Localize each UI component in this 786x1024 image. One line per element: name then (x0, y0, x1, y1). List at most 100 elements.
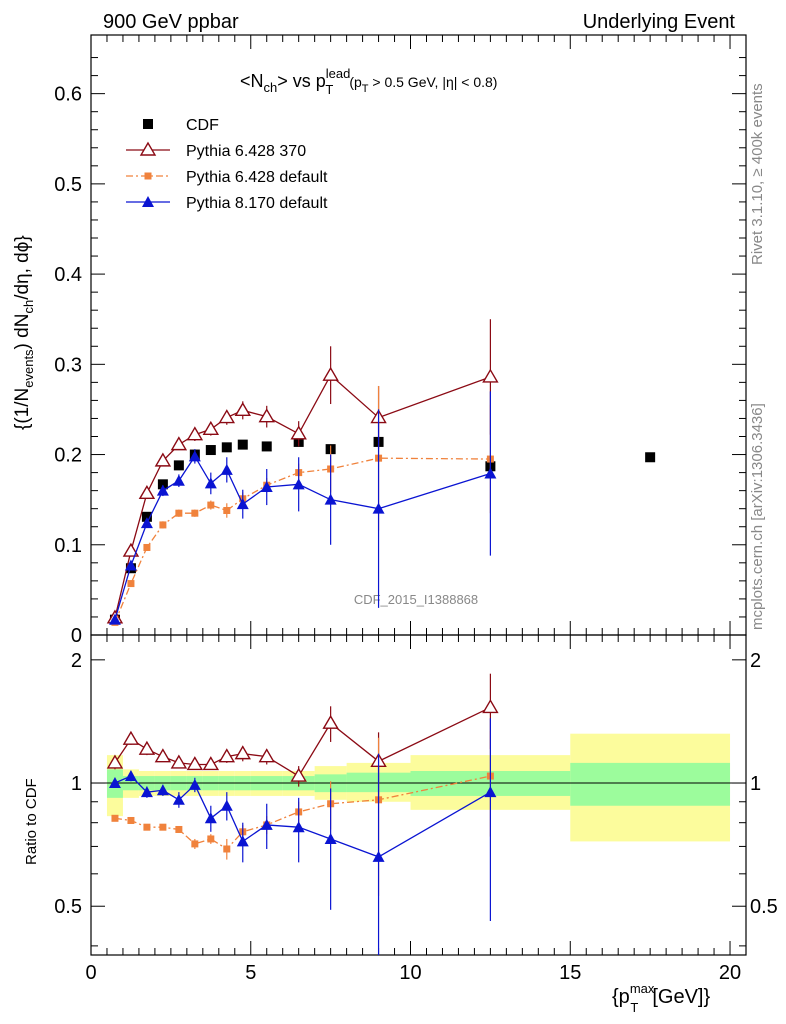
svg-text:{(1/Nevents) dNch/dη, dϕ}: {(1/Nevents) dNch/dη, dϕ} (12, 235, 36, 430)
cdf-point (157, 479, 168, 490)
ratio-pythia-6-428-370-point (186, 756, 204, 771)
ratio-ylabel: Ratio to CDF (23, 778, 40, 865)
pythia-8-170-default-point (220, 463, 233, 475)
pythia-8-170-default-line (114, 455, 491, 620)
main-ylabel: {(1/Nevents) dNch/dη, dϕ} (12, 235, 36, 430)
ratio-pythia-8-170-default-point (220, 799, 233, 811)
ratio-pythia-6-428-default-point (207, 835, 215, 843)
ratio-pythia-6-428-370-point (482, 699, 499, 714)
rivet-label: Rivet 3.1.10, ≥ 400k events (749, 83, 766, 265)
x-tick-label: 15 (559, 962, 581, 984)
header-left: 900 GeV ppbar (103, 11, 239, 33)
pythia-6-428-370-point (218, 409, 236, 424)
ratio-pythia-6-428-default-point (223, 845, 231, 853)
ratio-pythia-6-428-default-point (159, 823, 167, 831)
ratio-ytick-label-left: 2 (71, 650, 82, 672)
legend-marker-pythia-6-428-370 (139, 141, 157, 156)
pythia-6-428-370-point (138, 484, 156, 500)
cdf-point (205, 445, 216, 456)
pythia-8-170-default-point (172, 474, 185, 486)
ratio-pythia-6-428-370-point (322, 714, 339, 729)
ratio-pythia-6-428-default-point (143, 823, 151, 831)
ratio-pythia-8-170-default-point (108, 777, 121, 789)
pythia-6-428-370-point (186, 426, 204, 441)
pythia-6-428-370-point (170, 436, 188, 451)
ratio-pythia-6-428-default-point (111, 814, 119, 822)
main-ytick-label: 0.4 (54, 264, 82, 286)
ratio-pythia-8-170-default-point (260, 818, 273, 830)
pythia-6-428-370-point (258, 408, 275, 423)
ratio-pythia-8-170-default-point (484, 786, 497, 798)
legend-marker-cdf (143, 119, 153, 129)
pythia-8-170-default-point (140, 517, 153, 529)
pythia-8-170-default-point (324, 493, 337, 505)
x-axis-label: {pmax T [GeV]} (612, 981, 710, 1015)
ratio-pythia-8-170-default-point (124, 770, 137, 782)
pythia-6-428-370-point (234, 401, 251, 417)
pythia-6-428-370-point (202, 420, 220, 435)
pythia-6-428-default-point (223, 506, 231, 514)
main-ytick-label: 0.5 (54, 174, 82, 196)
pythia-8-170-default-point (188, 450, 201, 462)
ratio-pythia-8-170-default-point (292, 821, 305, 833)
cdf-point (173, 460, 184, 471)
cdf-point (645, 452, 656, 463)
pythia-8-170-default-point (292, 478, 305, 490)
ratio-pythia-8-170-default-point (324, 832, 337, 844)
legend-label-pythia-6-428-370: Pythia 6.428 370 (186, 143, 306, 160)
pythia-6-428-default-line (114, 457, 491, 623)
cdf-point (237, 439, 248, 450)
ratio-pythia-6-428-370-point (122, 730, 140, 745)
x-tick-label: 20 (719, 962, 741, 984)
ratio-pythia-6-428-370-point (290, 767, 307, 782)
pythia-6-428-default-point (175, 509, 183, 517)
pythia-6-428-default-point (207, 501, 215, 509)
main-title: <Nch> vs plead T (pT > 0.5 GeV, |η| < 0.8) (240, 66, 497, 97)
main-ytick-label: 0.1 (54, 535, 82, 557)
pythia-8-170-default-point (236, 498, 249, 510)
analysis-id: CDF_2015_I1388868 (354, 592, 478, 607)
ratio-ytick-label-left: 1 (71, 773, 82, 795)
pythia-6-428-370-point (122, 542, 140, 557)
ratio-pythia-6-428-370-point (170, 754, 188, 769)
x-tick-label: 0 (85, 962, 96, 984)
ratio-pythia-6-428-370-point (106, 754, 124, 769)
main-ytick-label: 0.3 (54, 354, 82, 376)
legend-marker-pythia-6-428-default (144, 172, 152, 180)
ratio-pythia-8-170-default-point (236, 835, 249, 847)
cdf-point (141, 511, 152, 522)
pythia-6-428-default-point (191, 509, 199, 517)
ratio-ytick-label-right: 2 (750, 650, 761, 672)
x-tick-label: 10 (399, 962, 421, 984)
ratio-pythia-6-428-370-point (258, 748, 275, 763)
ratio-pythia-8-170-default-point (372, 850, 385, 862)
main-ytick-label: 0 (71, 625, 82, 647)
mcplots-label: mcplots.cern.ch [arXiv:1306.3436] (749, 403, 766, 630)
pythia-8-170-default-point (156, 484, 169, 496)
ratio-pythia-6-428-370-point (234, 745, 251, 760)
pythia-6-428-370-line (114, 374, 491, 619)
legend-label-cdf: CDF (186, 117, 219, 134)
ratio-pythia-6-428-default-point (175, 825, 183, 833)
ratio-pythia-8-170-default-point (172, 793, 185, 805)
pythia-8-170-default-point (484, 467, 497, 479)
pythia-8-170-default-point (108, 613, 121, 625)
ratio-ytick-label-right: 0.5 (750, 896, 778, 918)
main-ytick-label: 0.6 (54, 84, 82, 106)
ratio-panel-frame (90, 634, 747, 956)
pythia-6-428-default-point (159, 521, 167, 529)
header-right: Underlying Event (583, 11, 736, 33)
pythia-6-428-370-point (290, 425, 307, 440)
main-ytick-label: 0.2 (54, 445, 82, 467)
pythia-8-170-default-point (124, 559, 137, 571)
ratio-pythia-8-170-default-point (140, 786, 153, 798)
cdf-point (261, 441, 272, 452)
legend-marker-pythia-8-170-default (142, 196, 154, 207)
ratio-pythia-8-170-default-point (156, 784, 169, 796)
legend-label-pythia-8-170-default: Pythia 8.170 default (186, 195, 328, 212)
pythia-8-170-default-point (260, 481, 273, 493)
ratio-ytick-label-left: 0.5 (54, 896, 82, 918)
